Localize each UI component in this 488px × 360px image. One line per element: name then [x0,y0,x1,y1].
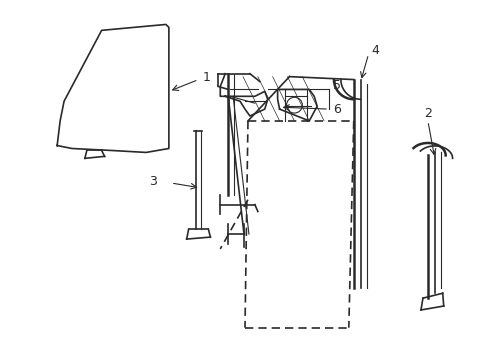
Text: 3: 3 [149,175,157,189]
Text: 4: 4 [371,44,379,57]
Text: 1: 1 [202,71,210,84]
Text: 2: 2 [423,107,431,120]
Text: 5: 5 [332,79,340,92]
Text: 6: 6 [332,103,340,116]
